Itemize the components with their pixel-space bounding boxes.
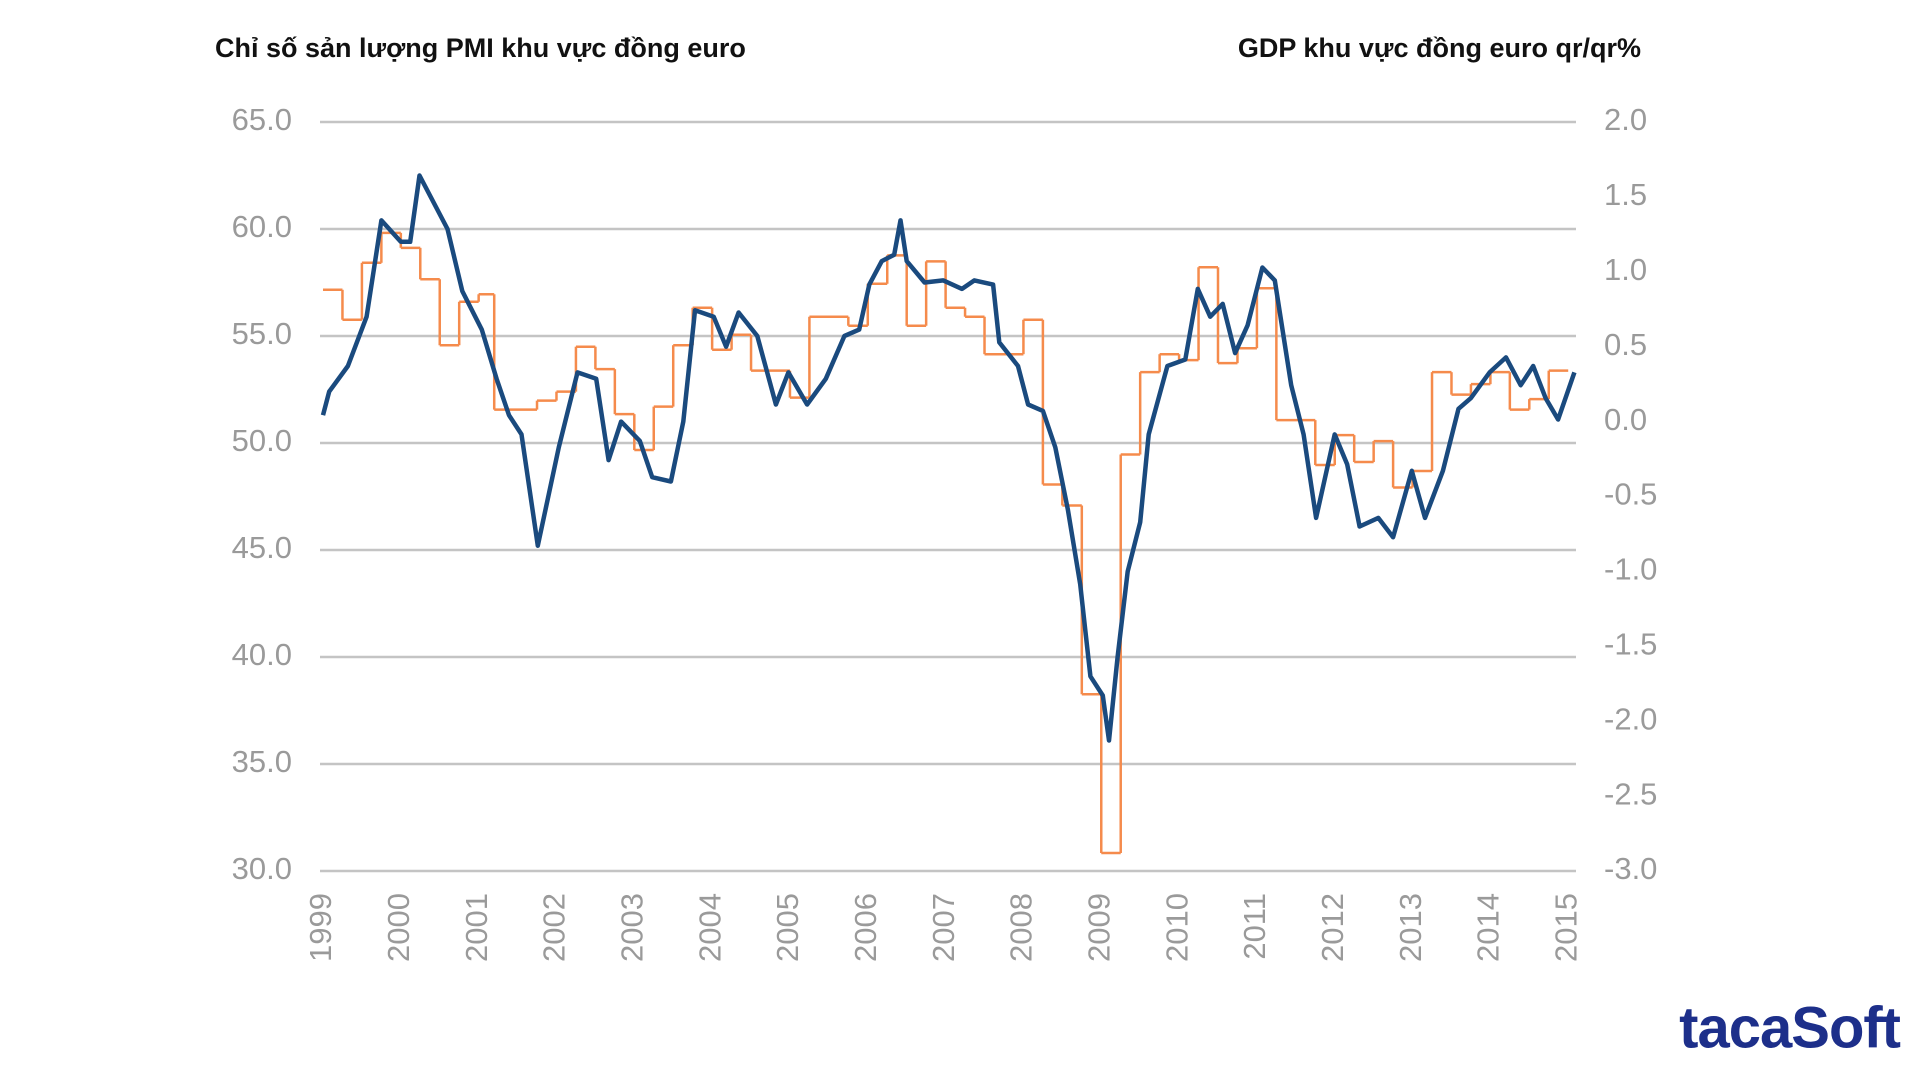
y-tick-label: 65.0: [232, 102, 292, 137]
x-tick-label: 2004: [692, 893, 727, 962]
y2-axis-title: GDP khu vực đồng euro qr/qr%: [1238, 33, 1641, 63]
y-tick-label: 45.0: [232, 530, 292, 565]
x-tick-label: 2008: [1004, 893, 1039, 962]
y-tick-label: 55.0: [232, 316, 292, 351]
x-tick-label: 2001: [459, 893, 494, 962]
x-tick-label: 1999: [303, 893, 338, 962]
x-tick-label: 2012: [1315, 893, 1350, 962]
y-axis-title: Chỉ số sản lượng PMI khu vực đồng euro: [215, 33, 746, 63]
y2-tick-label: -2.0: [1604, 701, 1657, 736]
x-tick-label: 2014: [1471, 893, 1506, 962]
y2-tick-label: -1.5: [1604, 626, 1657, 661]
x-tick-label: 2007: [926, 893, 961, 962]
x-tick-label: 2006: [848, 893, 883, 962]
x-tick-label: 2005: [770, 893, 805, 962]
y-tick-label: 60.0: [232, 209, 292, 244]
y-tick-label: 35.0: [232, 744, 292, 779]
y2-tick-label: -0.5: [1604, 477, 1657, 512]
y2-tick-label: 1.5: [1604, 177, 1647, 212]
y2-tick-label: 0.5: [1604, 327, 1647, 362]
y2-tick-label: -1.0: [1604, 552, 1657, 587]
x-tick-label: 2010: [1159, 893, 1194, 962]
x-tick-label: 2000: [381, 893, 416, 962]
x-tick-label: 2013: [1393, 893, 1428, 962]
y2-tick-label: 1.0: [1604, 252, 1647, 287]
logo: tacaSoft: [1679, 995, 1901, 1060]
y2-tick-label: -2.5: [1604, 776, 1657, 811]
x-tick-label: 2009: [1081, 893, 1116, 962]
y2-tick-label: -3.0: [1604, 851, 1657, 886]
pmi-line: [320, 173, 1577, 743]
y2-tick-label: 2.0: [1604, 102, 1647, 137]
x-tick-label: 2003: [614, 893, 649, 962]
y-tick-label: 50.0: [232, 423, 292, 458]
x-tick-label: 2002: [537, 893, 572, 962]
x-tick-label: 2011: [1237, 893, 1272, 960]
x-tick-label: 2015: [1548, 893, 1583, 962]
y-tick-label: 40.0: [232, 637, 292, 672]
y-tick-label: 30.0: [232, 851, 292, 886]
y2-tick-label: 0.0: [1604, 402, 1647, 437]
